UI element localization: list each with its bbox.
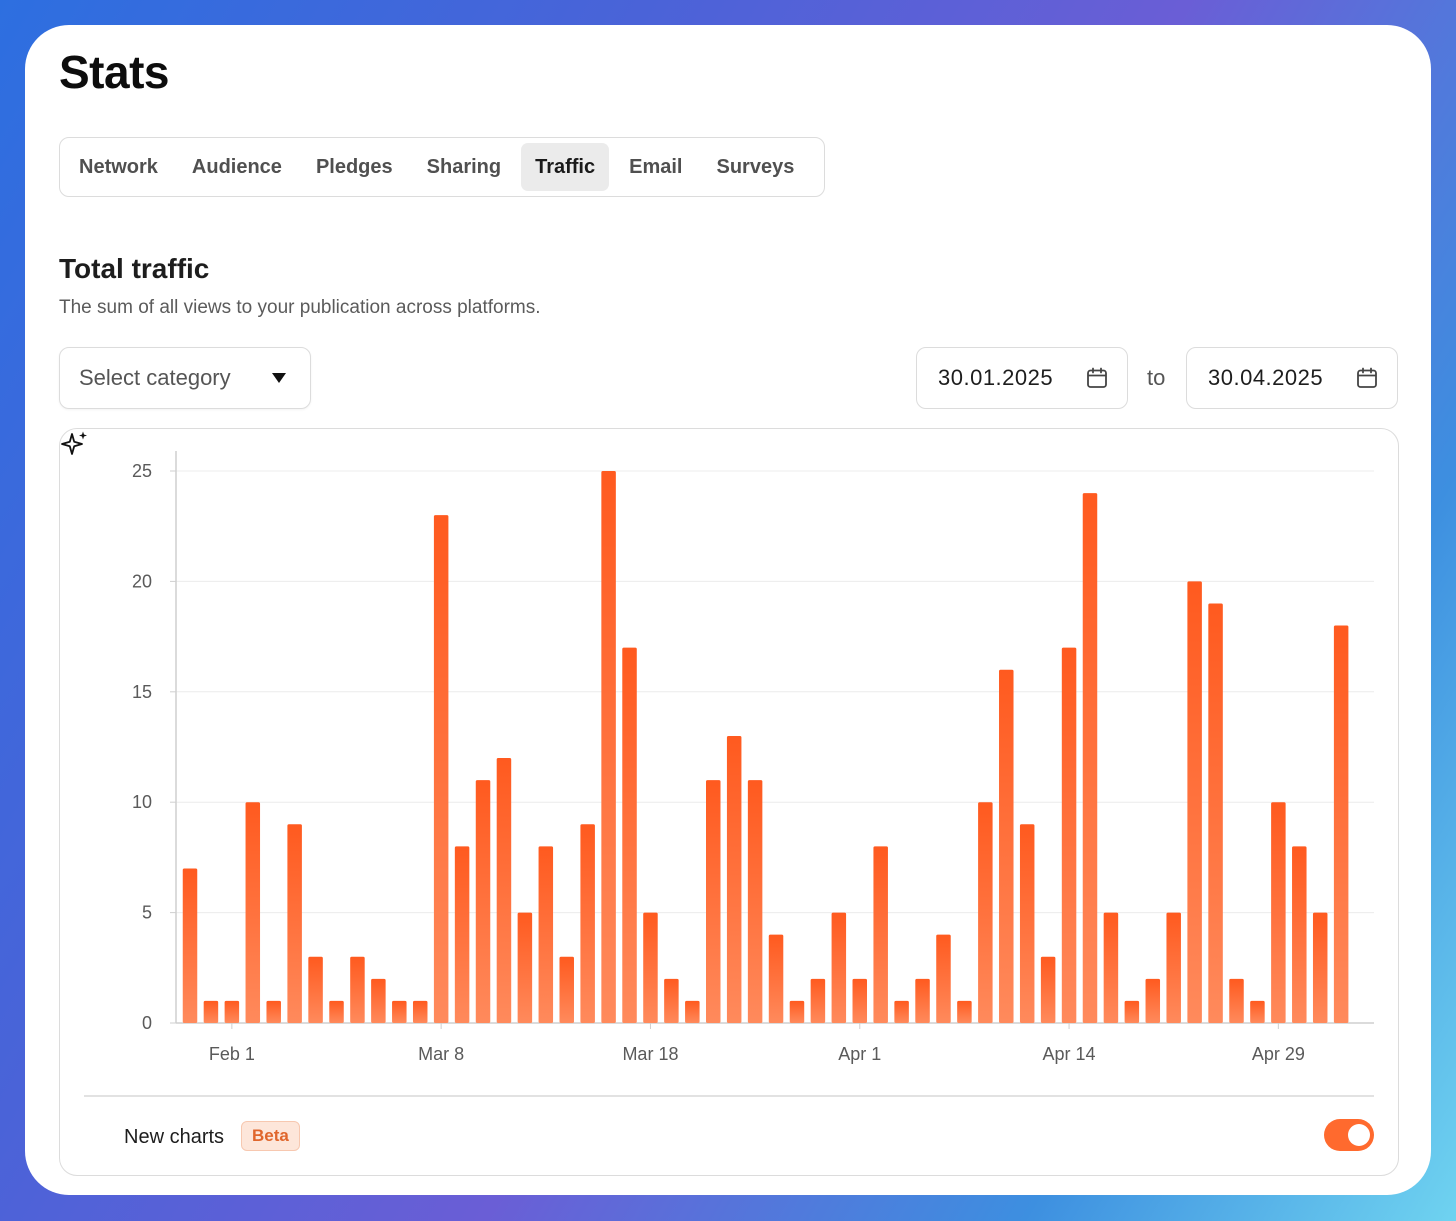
traffic-chart-card: 0 5 10 15 20 25 Feb 1 Mar 8 Mar 18 Apr 1 Apr 14 Apr… <box>59 428 1399 1176</box>
tab-email[interactable]: Email <box>629 155 683 178</box>
chart-bar[interactable] <box>831 912 847 1023</box>
section-title: Total traffic <box>59 253 210 284</box>
sparkles-icon <box>61 431 87 455</box>
chart-bar[interactable] <box>810 978 826 1023</box>
chart-bar[interactable] <box>1312 912 1328 1023</box>
y-tick-label: 5 <box>142 903 152 923</box>
chart-bar[interactable] <box>392 1000 407 1023</box>
chart-bar[interactable] <box>622 647 637 1023</box>
calendar-icon[interactable] <box>1355 366 1379 390</box>
date-from-input[interactable]: 30.01.2025 <box>916 347 1128 409</box>
chevron-down-icon <box>272 373 286 383</box>
x-tick-label: Apr 14 <box>1043 1044 1096 1064</box>
chart-bar[interactable] <box>664 978 679 1023</box>
chart-bar[interactable] <box>412 1000 428 1023</box>
x-tick-label: Apr 1 <box>838 1044 881 1064</box>
chart-bar[interactable] <box>1061 647 1077 1023</box>
chart-bar[interactable] <box>308 956 323 1023</box>
chart-bar[interactable] <box>1124 1000 1140 1023</box>
chart-bar[interactable] <box>685 1000 700 1023</box>
category-select[interactable]: Select category <box>59 347 311 409</box>
chart-bar[interactable] <box>789 1000 805 1023</box>
divider <box>84 1095 1374 1097</box>
section-description: The sum of all views to your publication… <box>59 297 541 318</box>
chart-bar[interactable] <box>894 1000 909 1023</box>
chart-bar[interactable] <box>224 1000 240 1023</box>
chart-bar[interactable] <box>1187 581 1202 1023</box>
chart-bar[interactable] <box>957 1000 972 1023</box>
chart-bar[interactable] <box>1103 912 1119 1023</box>
chart-bar[interactable] <box>1019 824 1035 1023</box>
chart-bar[interactable] <box>266 1000 281 1023</box>
chart-bar[interactable] <box>517 912 533 1023</box>
new-charts-label: New charts <box>124 1126 225 1148</box>
date-to-value: 30.04.2025 <box>1208 365 1324 390</box>
chart-bar[interactable] <box>371 978 386 1023</box>
chart-bar[interactable] <box>203 1000 219 1023</box>
chart-bar[interactable] <box>747 780 763 1023</box>
chart-bar[interactable] <box>1166 912 1181 1023</box>
date-range-separator: to <box>1147 365 1166 390</box>
toggle-knob <box>1348 1124 1370 1146</box>
chart-bar[interactable] <box>538 846 554 1023</box>
chart-bar[interactable] <box>706 780 721 1023</box>
tab-pledges[interactable]: Pledges <box>315 155 393 178</box>
tab-traffic[interactable]: Traffic <box>521 143 610 191</box>
chart-bar[interactable] <box>852 978 868 1023</box>
chart-bar[interactable] <box>1271 802 1286 1023</box>
chart-bar[interactable] <box>496 758 512 1023</box>
x-tick-label: Mar 8 <box>418 1044 464 1064</box>
chart-bar[interactable] <box>643 912 658 1023</box>
category-select-placeholder: Select category <box>79 365 231 390</box>
tab-surveys[interactable]: Surveys <box>716 155 795 178</box>
chart-bar[interactable] <box>329 1000 344 1023</box>
chart-bar[interactable] <box>873 846 888 1023</box>
y-tick-label: 0 <box>142 1013 152 1033</box>
x-tick-label: Mar 18 <box>622 1044 678 1064</box>
y-tick-label: 25 <box>132 461 152 481</box>
y-tick-label: 20 <box>132 571 152 591</box>
chart-bar[interactable] <box>1082 493 1098 1023</box>
chart-bar[interactable] <box>182 868 198 1023</box>
chart-bar[interactable] <box>726 735 742 1023</box>
chart-bar[interactable] <box>287 824 302 1023</box>
chart-bar[interactable] <box>1250 1000 1265 1023</box>
chart-bar[interactable] <box>1208 603 1223 1023</box>
stats-window: Stats Network Audience Pledges Sharing T… <box>25 25 1431 1195</box>
traffic-bar-chart[interactable]: 0 5 10 15 20 25 Feb 1 Mar 8 Mar 18 Apr 1 Apr 14 Apr… <box>60 429 1400 1089</box>
tab-sharing[interactable]: Sharing <box>426 155 502 178</box>
date-to-input[interactable]: 30.04.2025 <box>1186 347 1398 409</box>
page-title: Stats <box>59 46 169 98</box>
tab-audience[interactable]: Audience <box>191 155 282 178</box>
y-tick-label: 15 <box>132 682 152 702</box>
chart-bar[interactable] <box>433 515 449 1023</box>
chart-bar[interactable] <box>1145 978 1161 1023</box>
chart-bar[interactable] <box>1333 625 1349 1023</box>
chart-bar[interactable] <box>559 956 574 1023</box>
chart-bar[interactable] <box>245 802 261 1023</box>
chart-bar[interactable] <box>999 669 1014 1023</box>
chart-bar[interactable] <box>768 934 784 1023</box>
stats-tabs: Network Audience Pledges Sharing Traffic… <box>59 137 825 197</box>
y-tick-label: 10 <box>132 792 152 812</box>
x-tick-label: Apr 29 <box>1252 1044 1305 1064</box>
chart-bar[interactable] <box>454 846 470 1023</box>
new-charts-toggle[interactable] <box>1324 1119 1374 1151</box>
chart-bar[interactable] <box>1229 978 1244 1023</box>
chart-bar[interactable] <box>936 934 951 1023</box>
chart-bar[interactable] <box>915 978 930 1023</box>
chart-bar[interactable] <box>350 956 365 1023</box>
calendar-icon[interactable] <box>1085 366 1109 390</box>
chart-bar[interactable] <box>978 802 993 1023</box>
chart-bar[interactable] <box>601 471 616 1023</box>
tab-network[interactable]: Network <box>79 155 158 178</box>
beta-badge: Beta <box>241 1121 300 1151</box>
chart-bar[interactable] <box>1292 846 1307 1023</box>
chart-bar[interactable] <box>1040 956 1056 1023</box>
chart-bar[interactable] <box>475 780 491 1023</box>
date-from-value: 30.01.2025 <box>938 365 1054 390</box>
x-tick-label: Feb 1 <box>209 1044 255 1064</box>
chart-bar[interactable] <box>580 824 595 1023</box>
